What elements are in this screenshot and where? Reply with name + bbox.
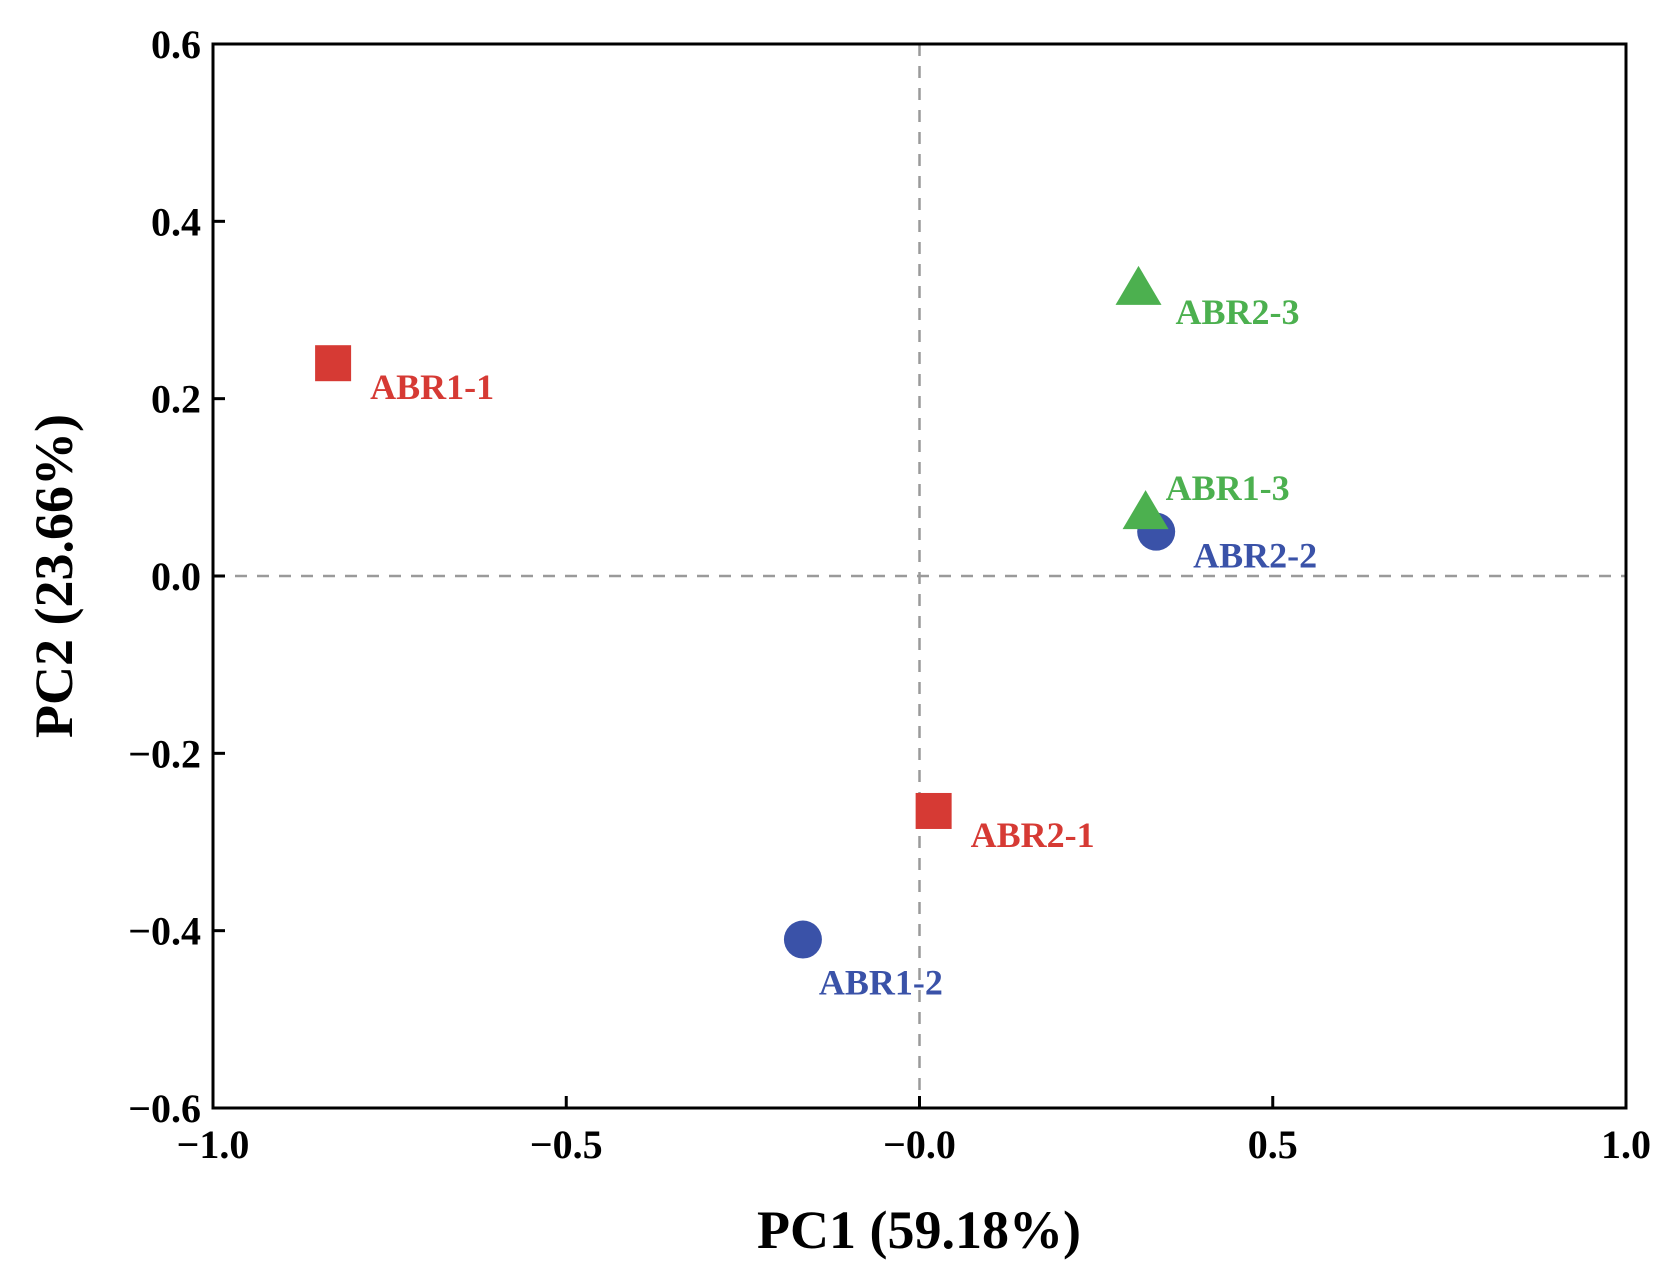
x-tick-label: 1.0 [1601,1122,1651,1167]
point-abr1-1-label: ABR1-1 [370,367,494,407]
x-tick-label: −0.5 [530,1122,603,1167]
x-tick-label: −1.0 [177,1122,250,1167]
point-abr1-2-label: ABR1-2 [819,963,943,1003]
y-tick-label: 0.2 [151,377,201,422]
x-axis-title: PC1 (59.18%) [757,1200,1081,1260]
reference-lines [213,44,1626,1108]
point-abr2-1-label: ABR2-1 [971,815,1095,855]
point-abr2-1-square-marker [915,792,952,829]
point-abr2-3-label: ABR2-3 [1176,292,1300,332]
point-abr1-3-triangle-marker [1122,490,1169,530]
point-abr1-3-label: ABR1-3 [1166,468,1290,508]
point-abr2-2-label: ABR2-2 [1193,536,1317,576]
x-axis: −1.0 −0.5 −0.0 0.5 1.0 [177,1096,1651,1167]
y-axis: −0.6 −0.4 −0.2 0.0 0.2 0.4 0.6 [128,22,225,1131]
y-tick-label: −0.4 [128,909,201,954]
data-points [315,265,1176,959]
y-tick-label: −0.2 [128,731,201,776]
y-tick-label: 0.6 [151,22,201,67]
x-tick-label: 0.5 [1248,1122,1298,1167]
y-tick-label: 0.4 [151,199,201,244]
x-tick-label: −0.0 [883,1122,956,1167]
y-tick-label: 0.0 [151,554,201,599]
data-point-labels: ABR1-1 ABR2-1 ABR1-2 ABR2-2 ABR1-3 ABR2-3 [370,292,1317,1003]
point-abr1-2-circle-marker [783,920,822,959]
y-axis-title: PC2 (23.66%) [24,414,84,738]
point-abr1-1-square-marker [315,345,352,382]
point-abr2-3-triangle-marker [1115,265,1162,305]
y-tick-label: −0.6 [128,1086,201,1131]
